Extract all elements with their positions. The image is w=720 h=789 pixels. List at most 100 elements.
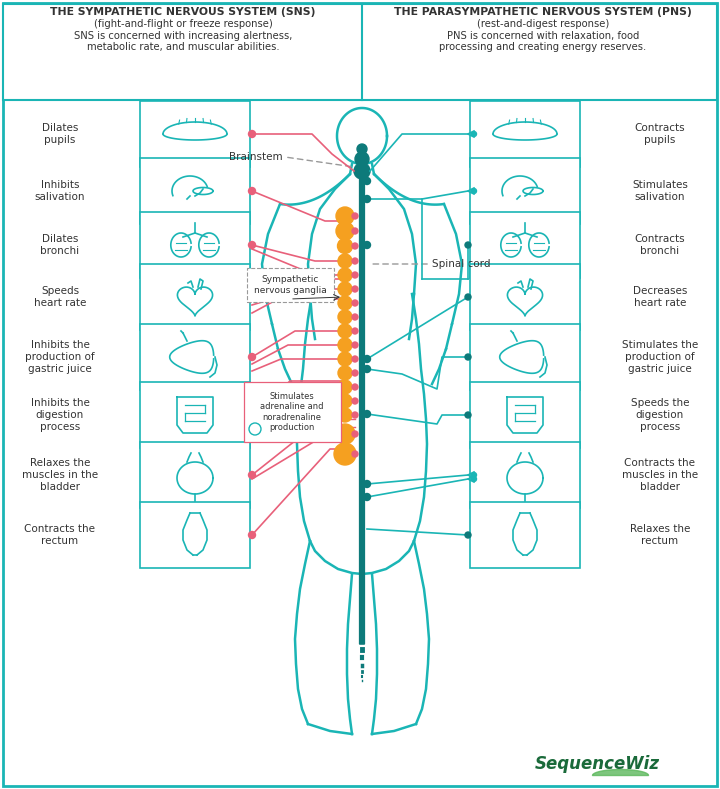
Circle shape: [465, 412, 471, 418]
Circle shape: [472, 477, 477, 481]
Circle shape: [338, 394, 352, 408]
Text: Contracts
pupils: Contracts pupils: [635, 123, 685, 145]
Circle shape: [338, 296, 352, 310]
Text: Contracts the
muscles in the
bladder: Contracts the muscles in the bladder: [622, 458, 698, 492]
Circle shape: [352, 412, 358, 418]
Text: Decreases
heart rate: Decreases heart rate: [633, 286, 687, 308]
Circle shape: [357, 144, 367, 154]
Circle shape: [364, 241, 371, 249]
Circle shape: [338, 338, 352, 352]
Circle shape: [338, 254, 352, 268]
Circle shape: [354, 163, 370, 179]
Circle shape: [352, 370, 358, 376]
Text: Brainstem: Brainstem: [230, 152, 283, 162]
Circle shape: [352, 431, 358, 437]
Text: Stimulates
salivation: Stimulates salivation: [632, 180, 688, 202]
Circle shape: [465, 294, 471, 300]
Circle shape: [335, 424, 355, 444]
Circle shape: [352, 258, 358, 264]
FancyBboxPatch shape: [244, 382, 341, 442]
Circle shape: [355, 152, 369, 166]
Circle shape: [248, 532, 256, 539]
Circle shape: [248, 294, 256, 301]
Circle shape: [248, 188, 256, 195]
FancyBboxPatch shape: [140, 212, 250, 278]
Circle shape: [352, 451, 358, 457]
Circle shape: [190, 127, 200, 137]
Circle shape: [338, 268, 352, 282]
FancyBboxPatch shape: [470, 158, 580, 224]
Circle shape: [338, 408, 352, 422]
Text: Inhibits the
digestion
process: Inhibits the digestion process: [30, 398, 89, 432]
Text: Contracts
bronchi: Contracts bronchi: [635, 234, 685, 256]
Circle shape: [248, 353, 256, 361]
Circle shape: [472, 189, 477, 193]
FancyBboxPatch shape: [470, 324, 580, 390]
Circle shape: [364, 356, 371, 362]
Text: Stimulates
adrenaline and
noradrenaline
production: Stimulates adrenaline and noradrenaline …: [260, 392, 324, 432]
Circle shape: [352, 398, 358, 404]
Circle shape: [465, 242, 471, 248]
Text: Dilates
bronchi: Dilates bronchi: [40, 234, 80, 256]
FancyBboxPatch shape: [3, 3, 717, 786]
Circle shape: [352, 272, 358, 278]
Circle shape: [352, 342, 358, 348]
FancyBboxPatch shape: [140, 264, 250, 330]
Text: Relaxes the
muscles in the
bladder: Relaxes the muscles in the bladder: [22, 458, 98, 492]
Circle shape: [248, 241, 256, 249]
Circle shape: [248, 130, 256, 137]
Text: Speeds
heart rate: Speeds heart rate: [34, 286, 86, 308]
FancyBboxPatch shape: [470, 382, 580, 448]
Circle shape: [352, 328, 358, 334]
Text: SNS is concerned with increasing alertness,: SNS is concerned with increasing alertne…: [74, 31, 292, 41]
Circle shape: [352, 300, 358, 306]
Text: Spinal cord: Spinal cord: [432, 259, 490, 269]
Text: Inhibits the
production of
gastric juice: Inhibits the production of gastric juice: [25, 340, 95, 374]
Text: Speeds the
digestion
process: Speeds the digestion process: [631, 398, 689, 432]
FancyBboxPatch shape: [140, 442, 250, 508]
Text: (rest-and-digest response): (rest-and-digest response): [477, 19, 609, 29]
Text: THE PARASYMPATHETIC NERVOUS SYSTEM (PNS): THE PARASYMPATHETIC NERVOUS SYSTEM (PNS): [394, 7, 692, 17]
FancyBboxPatch shape: [140, 158, 250, 224]
Text: (fight-and-flight or freeze response): (fight-and-flight or freeze response): [94, 19, 272, 29]
Text: PNS is concerned with relaxation, food: PNS is concerned with relaxation, food: [447, 31, 639, 41]
FancyBboxPatch shape: [140, 101, 250, 167]
FancyBboxPatch shape: [470, 442, 580, 508]
Circle shape: [465, 532, 471, 538]
FancyBboxPatch shape: [247, 268, 334, 302]
Circle shape: [472, 473, 477, 477]
Circle shape: [352, 243, 358, 249]
Circle shape: [364, 178, 371, 185]
Circle shape: [334, 443, 356, 465]
Text: metabolic rate, and muscular abilities.: metabolic rate, and muscular abilities.: [86, 42, 279, 52]
FancyBboxPatch shape: [140, 502, 250, 568]
Text: processing and creating energy reserves.: processing and creating energy reserves.: [439, 42, 647, 52]
Circle shape: [338, 324, 352, 338]
Circle shape: [364, 493, 371, 500]
Text: Sympathetic
nervous ganglia: Sympathetic nervous ganglia: [253, 275, 326, 295]
Circle shape: [336, 222, 354, 240]
Circle shape: [520, 127, 530, 137]
Circle shape: [352, 356, 358, 362]
Circle shape: [352, 286, 358, 292]
Circle shape: [338, 352, 352, 366]
Circle shape: [336, 207, 354, 225]
FancyBboxPatch shape: [140, 382, 250, 448]
Circle shape: [465, 354, 471, 360]
Circle shape: [338, 366, 352, 380]
Circle shape: [364, 481, 371, 488]
Circle shape: [338, 238, 353, 253]
FancyBboxPatch shape: [3, 4, 717, 100]
Text: Stimulates the
production of
gastric juice: Stimulates the production of gastric jui…: [622, 340, 698, 374]
FancyBboxPatch shape: [470, 264, 580, 330]
Circle shape: [364, 365, 371, 372]
Text: Relaxes the
rectum: Relaxes the rectum: [630, 524, 690, 546]
Circle shape: [472, 132, 477, 136]
Text: Inhibits
salivation: Inhibits salivation: [35, 180, 85, 202]
Circle shape: [338, 282, 352, 296]
Circle shape: [352, 314, 358, 320]
Circle shape: [352, 213, 358, 219]
Text: SequenceWiz: SequenceWiz: [535, 755, 660, 773]
Circle shape: [248, 412, 256, 418]
Circle shape: [352, 384, 358, 390]
